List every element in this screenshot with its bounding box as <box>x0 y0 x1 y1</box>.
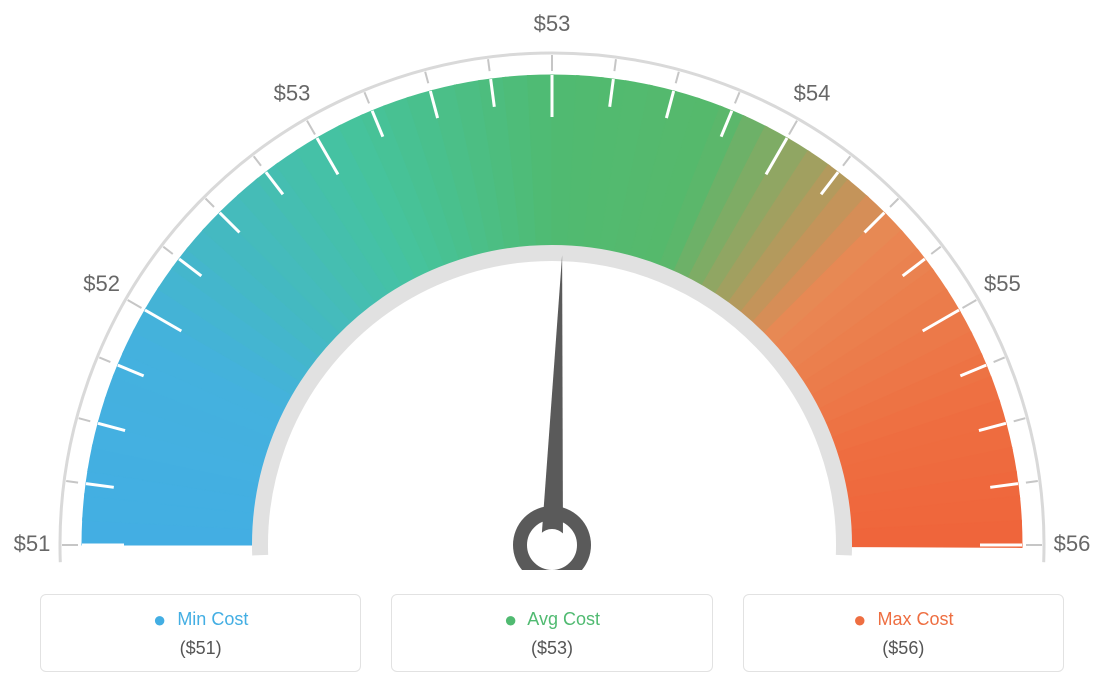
legend-label-text: Max Cost <box>877 609 953 629</box>
legend-value-text: ($56) <box>754 638 1053 659</box>
legend-label-text: Avg Cost <box>527 609 600 629</box>
svg-text:$53: $53 <box>274 80 311 105</box>
svg-text:$53: $53 <box>534 11 571 36</box>
legend-max-cost: ● Max Cost ($56) <box>743 594 1064 672</box>
legend-dot-icon: ● <box>153 607 166 632</box>
svg-text:$56: $56 <box>1054 531 1091 556</box>
legend-avg-cost: ● Avg Cost ($53) <box>391 594 712 672</box>
legend-label-text: Min Cost <box>177 609 248 629</box>
legend-value-text: ($51) <box>51 638 350 659</box>
svg-text:$55: $55 <box>984 271 1021 296</box>
legend-dot-icon: ● <box>504 607 517 632</box>
svg-text:$54: $54 <box>794 80 831 105</box>
legend-dot-icon: ● <box>853 607 866 632</box>
legend-min-cost: ● Min Cost ($51) <box>40 594 361 672</box>
legend-value-text: ($53) <box>402 638 701 659</box>
legend-row: ● Min Cost ($51) ● Avg Cost ($53) ● Max … <box>40 594 1064 672</box>
cost-gauge-chart: $51 $52 $53 $53 $54 $55 $56 <box>0 0 1104 570</box>
svg-text:$51: $51 <box>14 531 51 556</box>
svg-text:$52: $52 <box>83 271 120 296</box>
